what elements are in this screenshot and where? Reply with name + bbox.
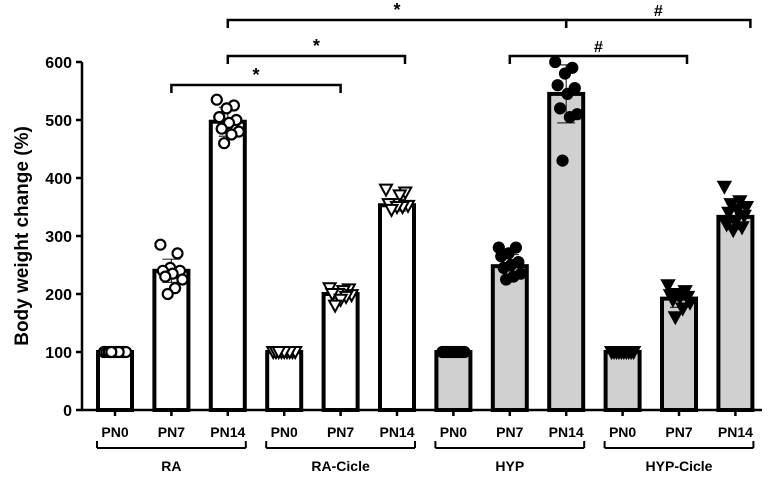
data-point [220,102,233,115]
group-label: HYP [495,458,524,474]
x-tick-label: PN14 [379,424,414,440]
y-tick-label: 400 [45,171,72,188]
x-tick-label: PN7 [158,424,185,440]
data-point [159,270,172,283]
data-point [378,183,394,198]
bar [321,292,360,412]
x-tick-label: PN7 [665,424,692,440]
x-tick-label: PN14 [549,424,584,440]
data-point [667,311,684,326]
data-point [225,128,238,141]
bar [378,203,416,412]
bar [265,350,304,412]
significance-label: * [313,36,320,56]
y-tick-label: 0 [63,403,72,420]
x-tick-label: PN0 [271,424,298,440]
data-point [218,137,231,150]
data-point [561,87,574,101]
bar [490,264,529,412]
significance-label: # [594,39,603,56]
data-point [665,293,681,308]
data-point [176,273,189,286]
data-point [154,238,167,251]
group-label: RA [161,458,181,474]
data-point [500,273,513,286]
data-point [105,345,118,359]
bar [208,119,247,413]
data-point [563,110,576,124]
significance-label: # [654,3,663,20]
data-point [213,110,226,124]
x-tick-label: PN14 [718,424,753,440]
data-point [210,93,223,106]
data-point [497,261,510,274]
data-point [171,247,184,260]
significance-bracket [226,18,568,28]
y-tick-label: 200 [45,287,72,304]
y-tick-label: 100 [45,345,72,362]
data-point [674,302,691,317]
data-point [215,122,228,135]
significance-bracket [226,54,407,64]
group-label: HYP-Cicle [646,458,713,474]
significance-label: * [393,0,400,20]
data-point [716,180,733,195]
y-tick-label: 500 [45,113,72,130]
bar [603,350,642,412]
y-tick-label: 300 [45,229,72,246]
x-tick-label: PN0 [101,424,128,440]
significance-bracket [564,18,752,28]
data-point [553,102,567,115]
data-point [443,345,456,359]
data-point [558,67,572,80]
x-tick-label: PN0 [609,424,636,440]
data-point [551,79,564,92]
data-point [327,299,343,314]
group-label: RA-Cicle [311,458,370,474]
significance-bracket [508,54,689,64]
data-point [721,206,737,221]
bar [434,350,473,412]
data-point [549,55,562,69]
data-point [660,279,676,294]
data-point [392,189,408,204]
data-point [725,224,741,239]
significance-bracket [170,83,342,93]
x-tick-label: PN7 [496,424,523,440]
x-tick-label: PN14 [210,424,245,440]
bar [96,350,134,412]
y-tick-label: 600 [45,55,72,72]
bar [716,214,755,412]
data-point [383,203,400,218]
y-axis-label: Body weight change (%) [12,126,33,346]
x-tick-label: PN7 [327,424,354,440]
x-tick-label: PN0 [440,424,467,440]
data-point [271,346,287,361]
data-point [495,250,508,263]
data-point [161,287,174,301]
data-point [611,346,627,361]
data-point [556,154,569,167]
bar [547,91,586,413]
significance-label: * [252,65,259,85]
